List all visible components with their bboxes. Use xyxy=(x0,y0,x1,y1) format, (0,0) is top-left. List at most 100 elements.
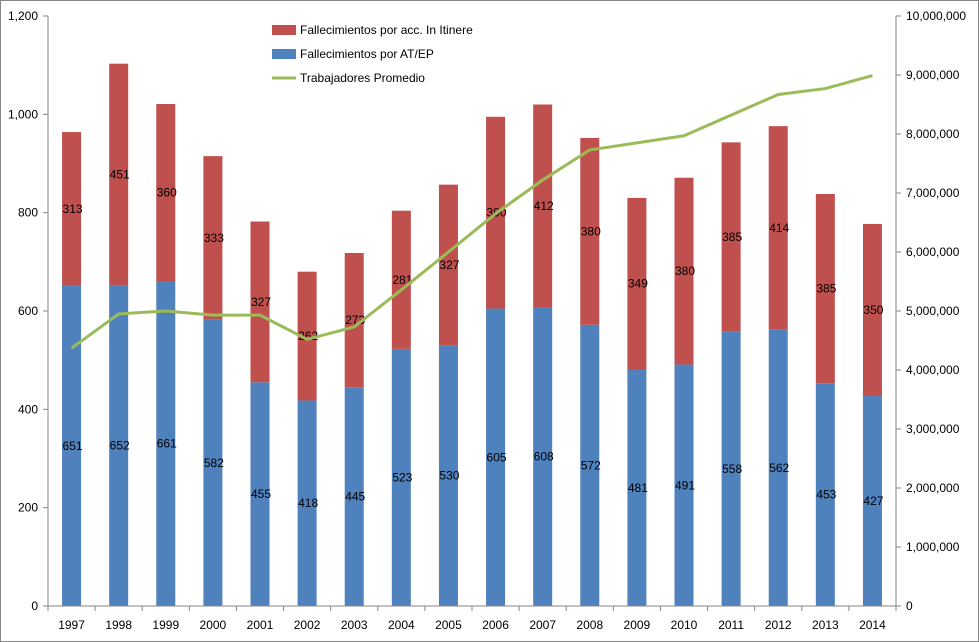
bar-in-itinere-1999 xyxy=(156,104,176,282)
data-label-in-itinere-2009: 349 xyxy=(628,277,648,291)
data-label-in-itinere-2001: 327 xyxy=(251,295,271,309)
x-tick-label-2011: 2011 xyxy=(718,618,744,632)
bar-at-ep-2006 xyxy=(486,308,506,606)
left-tick-label-600: 600 xyxy=(18,304,38,318)
data-label-in-itinere-2002: 262 xyxy=(298,329,318,343)
data-label-in-itinere-2014: 350 xyxy=(863,303,883,317)
data-label-at-ep-2005: 530 xyxy=(439,469,459,483)
bar-at-ep-2013 xyxy=(815,383,835,606)
right-tick-label-6000000: 6,000,000 xyxy=(906,245,960,259)
bar-labels-group: 6513136524516613605823334553274182624452… xyxy=(63,168,884,511)
right-tick-label-10000000: 10,000,000 xyxy=(906,9,966,23)
data-label-in-itinere-1999: 360 xyxy=(157,186,177,200)
x-tick-label-1998: 1998 xyxy=(105,618,132,632)
bar-in-itinere-1997 xyxy=(62,132,82,286)
axes-group: 0 200 400 600 800 1,000 1,200 0 1,000,000 2,000,0… xyxy=(8,9,966,632)
bar-in-itinere-2002 xyxy=(297,271,317,401)
data-label-at-ep-2012: 562 xyxy=(769,461,789,475)
data-label-at-ep-1998: 652 xyxy=(110,439,130,453)
bar-in-itinere-2007 xyxy=(533,104,553,308)
bar-in-itinere-2013 xyxy=(815,193,835,384)
bar-in-itinere-2008 xyxy=(580,137,600,325)
x-tick-label-1999: 1999 xyxy=(152,618,179,632)
right-tick-label-5000000: 5,000,000 xyxy=(906,304,960,318)
bars-group xyxy=(62,63,882,606)
data-label-in-itinere-2007: 412 xyxy=(534,199,554,213)
legend-swatch-at-ep xyxy=(272,49,296,59)
bar-in-itinere-2010 xyxy=(674,177,694,365)
bar-in-itinere-2012 xyxy=(768,126,788,330)
bar-at-ep-2009 xyxy=(627,369,647,606)
right-tick-label-4000000: 4,000,000 xyxy=(906,363,960,377)
data-label-at-ep-2009: 481 xyxy=(628,481,648,495)
right-tick-label-0: 0 xyxy=(906,599,913,613)
data-label-at-ep-2007: 608 xyxy=(534,450,554,464)
right-tick-label-7000000: 7,000,000 xyxy=(906,186,960,200)
x-tick-label-2012: 2012 xyxy=(765,618,792,632)
right-tick-label-9000000: 9,000,000 xyxy=(906,68,960,82)
data-label-at-ep-2003: 445 xyxy=(345,490,365,504)
data-label-at-ep-2014: 427 xyxy=(863,494,883,508)
bar-at-ep-1999 xyxy=(156,281,176,606)
data-label-in-itinere-2005: 327 xyxy=(439,258,459,272)
bar-in-itinere-2001 xyxy=(250,221,270,383)
x-tick-label-2003: 2003 xyxy=(341,618,368,632)
data-label-in-itinere-2000: 333 xyxy=(204,231,224,245)
bar-at-ep-2010 xyxy=(674,364,694,606)
bar-in-itinere-1998 xyxy=(109,63,129,286)
x-tick-label-2008: 2008 xyxy=(576,618,603,632)
left-tick-label-1000: 1,000 xyxy=(8,107,38,121)
data-label-in-itinere-2008: 380 xyxy=(581,224,601,238)
x-tick-label-2001: 2001 xyxy=(247,618,274,632)
right-tick-label-8000000: 8,000,000 xyxy=(906,127,960,141)
data-label-at-ep-2000: 582 xyxy=(204,456,224,470)
bar-at-ep-1998 xyxy=(109,285,129,606)
data-label-at-ep-2013: 453 xyxy=(816,488,836,502)
bar-at-ep-2011 xyxy=(721,331,741,606)
x-tick-label-2004: 2004 xyxy=(388,618,415,632)
bar-in-itinere-2011 xyxy=(721,142,741,332)
data-label-in-itinere-2011: 385 xyxy=(722,230,742,244)
legend-label-trabajadores-promedio: Trabajadores Promedio xyxy=(300,71,425,85)
bar-at-ep-2002 xyxy=(297,400,317,606)
data-label-in-itinere-1997: 313 xyxy=(63,202,83,216)
bar-at-ep-2003 xyxy=(344,387,364,606)
data-label-at-ep-2001: 455 xyxy=(251,487,271,501)
left-tick-label-1200: 1,200 xyxy=(8,9,38,23)
bar-at-ep-2000 xyxy=(203,319,223,606)
line-trabajadores-promedio xyxy=(70,74,873,350)
data-label-at-ep-2004: 523 xyxy=(392,470,412,484)
x-tick-label-2014: 2014 xyxy=(859,618,886,632)
right-tick-label-2000000: 2,000,000 xyxy=(906,481,960,495)
left-tick-label-200: 200 xyxy=(18,501,38,515)
left-tick-label-800: 800 xyxy=(18,206,38,220)
data-label-in-itinere-2010: 380 xyxy=(675,264,695,278)
bar-at-ep-2001 xyxy=(250,382,270,606)
data-label-at-ep-1999: 661 xyxy=(157,437,177,451)
legend-label-in-itinere: Fallecimientos por acc. In Itinere xyxy=(300,23,473,37)
data-label-in-itinere-1998: 451 xyxy=(110,168,130,182)
x-tick-label-2005: 2005 xyxy=(435,618,462,632)
data-label-in-itinere-2012: 414 xyxy=(769,221,789,235)
bar-at-ep-2005 xyxy=(438,345,458,606)
legend-label-at-ep: Fallecimientos por AT/EP xyxy=(300,47,434,61)
bar-in-itinere-2000 xyxy=(203,156,223,320)
line-series-group xyxy=(70,74,873,350)
data-label-at-ep-2008: 572 xyxy=(581,458,601,472)
left-tick-label-0: 0 xyxy=(31,599,38,613)
legend-swatch-in-itinere xyxy=(272,25,296,35)
data-label-at-ep-2010: 491 xyxy=(675,478,695,492)
right-tick-label-1000000: 1,000,000 xyxy=(906,540,960,554)
bar-at-ep-2007 xyxy=(533,307,553,606)
x-tick-label-2002: 2002 xyxy=(294,618,321,632)
bar-in-itinere-2014 xyxy=(862,223,882,397)
bar-at-ep-2004 xyxy=(391,348,411,606)
x-tick-label-2010: 2010 xyxy=(671,618,698,632)
bar-at-ep-2008 xyxy=(580,324,600,606)
bar-in-itinere-2004 xyxy=(391,210,411,349)
x-tick-label-2007: 2007 xyxy=(529,618,556,632)
legend: Fallecimientos por acc. In Itinere Fallec… xyxy=(272,23,473,85)
bar-in-itinere-2005 xyxy=(438,184,458,346)
